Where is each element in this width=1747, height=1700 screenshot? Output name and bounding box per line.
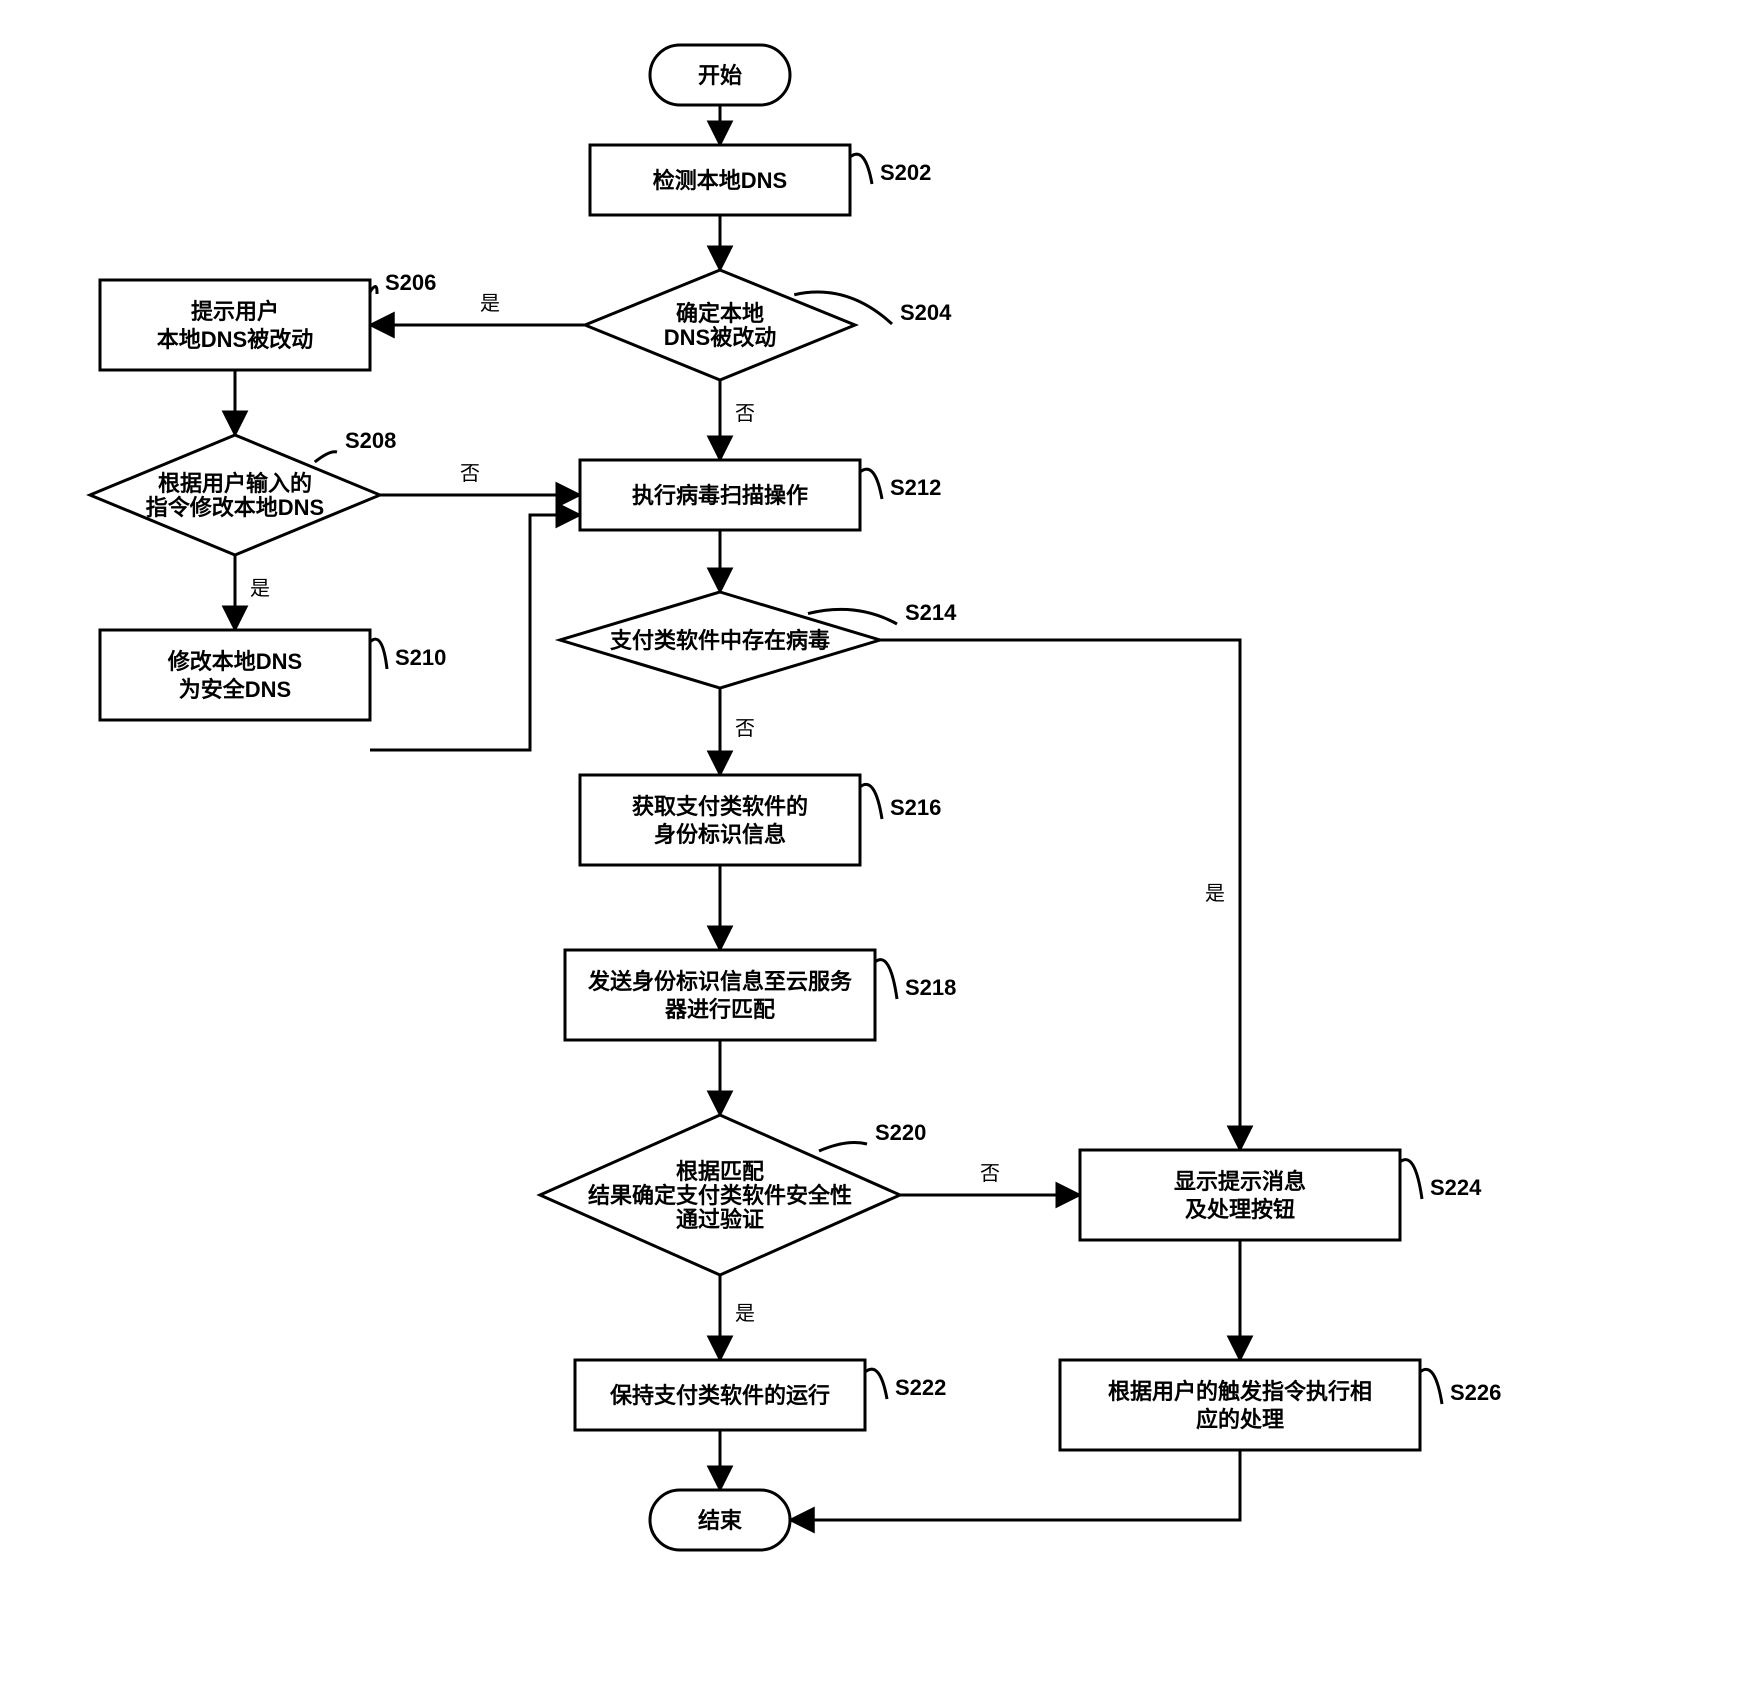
svg-text:确定本地: 确定本地 xyxy=(676,301,764,326)
svg-text:及处理按钮: 及处理按钮 xyxy=(1185,1197,1295,1222)
svg-text:S222: S222 xyxy=(895,1375,946,1400)
svg-text:S226: S226 xyxy=(1450,1380,1501,1405)
svg-text:修改本地DNS: 修改本地DNS xyxy=(167,649,302,674)
svg-text:根据匹配: 根据匹配 xyxy=(676,1159,764,1184)
node-s226: 根据用户的触发指令执行相应的处理 xyxy=(1060,1360,1420,1450)
svg-text:S206: S206 xyxy=(385,270,436,295)
svg-text:否: 否 xyxy=(735,403,755,425)
flowchart-svg: 是否否是是否是否 开始检测本地DNS确定本地DNS被改动提示用户本地DNS被改动… xyxy=(20,20,1520,1580)
svg-text:S212: S212 xyxy=(890,475,941,500)
svg-text:根据用户输入的: 根据用户输入的 xyxy=(158,471,312,496)
svg-text:支付类软件中存在病毒: 支付类软件中存在病毒 xyxy=(610,628,830,653)
node-s202: 检测本地DNS xyxy=(590,145,850,215)
svg-text:S216: S216 xyxy=(890,795,941,820)
node-s210: 修改本地DNS 为安全DNS xyxy=(100,630,370,720)
svg-text:提示用户: 提示用户 xyxy=(191,299,279,324)
svg-text:S202: S202 xyxy=(880,160,931,185)
svg-text:是: 是 xyxy=(480,293,500,315)
svg-text:获取支付类软件的: 获取支付类软件的 xyxy=(632,794,808,819)
node-s204: 确定本地DNS被改动 xyxy=(585,270,855,380)
svg-text:为安全DNS: 为安全DNS xyxy=(179,677,291,702)
node-start: 开始 xyxy=(650,45,790,105)
node-s224: 显示提示消息及处理按钮 xyxy=(1080,1150,1400,1240)
node-s212: 执行病毒扫描操作 xyxy=(580,460,860,530)
node-s216: 获取支付类软件的身份标识信息 xyxy=(580,775,860,865)
node-s206: 提示用户本地DNS被改动 xyxy=(100,280,370,370)
svg-text:S218: S218 xyxy=(905,975,956,1000)
edge-s214-s224_via xyxy=(880,640,1240,1150)
svg-text:开始: 开始 xyxy=(698,63,742,88)
svg-text:通过验证: 通过验证 xyxy=(676,1207,764,1232)
edge-s226-end xyxy=(790,1450,1240,1520)
svg-text:器进行匹配: 器进行匹配 xyxy=(664,997,775,1022)
svg-text:应的处理: 应的处理 xyxy=(1196,1407,1284,1432)
svg-text:是: 是 xyxy=(250,578,270,600)
node-s220: 根据匹配结果确定支付类软件安全性通过验证 xyxy=(540,1115,900,1275)
svg-text:显示提示消息: 显示提示消息 xyxy=(1174,1169,1306,1194)
svg-text:身份标识信息: 身份标识信息 xyxy=(654,822,786,847)
svg-text:S204: S204 xyxy=(900,300,952,325)
svg-text:S220: S220 xyxy=(875,1120,926,1145)
svg-text:否: 否 xyxy=(980,1163,1000,1185)
node-s222: 保持支付类软件的运行 xyxy=(575,1360,865,1430)
svg-text:执行病毒扫描操作: 执行病毒扫描操作 xyxy=(632,483,808,508)
edge-s210-s212 xyxy=(370,515,580,750)
svg-text:S214: S214 xyxy=(905,600,957,625)
svg-text:S210: S210 xyxy=(395,645,446,670)
svg-text:检测本地DNS: 检测本地DNS xyxy=(653,168,787,193)
svg-text:保持支付类软件的运行: 保持支付类软件的运行 xyxy=(609,1383,830,1408)
svg-text:S208: S208 xyxy=(345,428,396,453)
svg-text:S224: S224 xyxy=(1430,1175,1482,1200)
svg-text:发送身份标识信息至云服务: 发送身份标识信息至云服务 xyxy=(587,969,853,994)
svg-text:指令修改本地DNS: 指令修改本地DNS xyxy=(146,495,324,520)
node-s218: 发送身份标识信息至云服务器进行匹配 xyxy=(565,950,875,1040)
svg-text:结果确定支付类软件安全性: 结果确定支付类软件安全性 xyxy=(588,1183,852,1208)
svg-text:结束: 结束 xyxy=(698,1508,743,1533)
svg-text:本地DNS被改动: 本地DNS被改动 xyxy=(157,327,313,352)
svg-text:是: 是 xyxy=(735,1303,755,1325)
svg-text:根据用户的触发指令执行相: 根据用户的触发指令执行相 xyxy=(1108,1379,1372,1404)
node-end: 结束 xyxy=(650,1490,790,1550)
svg-text:DNS被改动: DNS被改动 xyxy=(664,325,776,350)
svg-text:否: 否 xyxy=(735,718,755,740)
node-s214: 支付类软件中存在病毒 xyxy=(560,592,880,688)
svg-text:是: 是 xyxy=(1205,883,1225,905)
svg-text:否: 否 xyxy=(460,463,480,485)
